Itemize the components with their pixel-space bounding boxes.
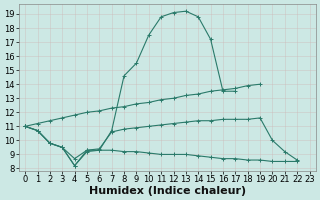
X-axis label: Humidex (Indice chaleur): Humidex (Indice chaleur) bbox=[89, 186, 246, 196]
